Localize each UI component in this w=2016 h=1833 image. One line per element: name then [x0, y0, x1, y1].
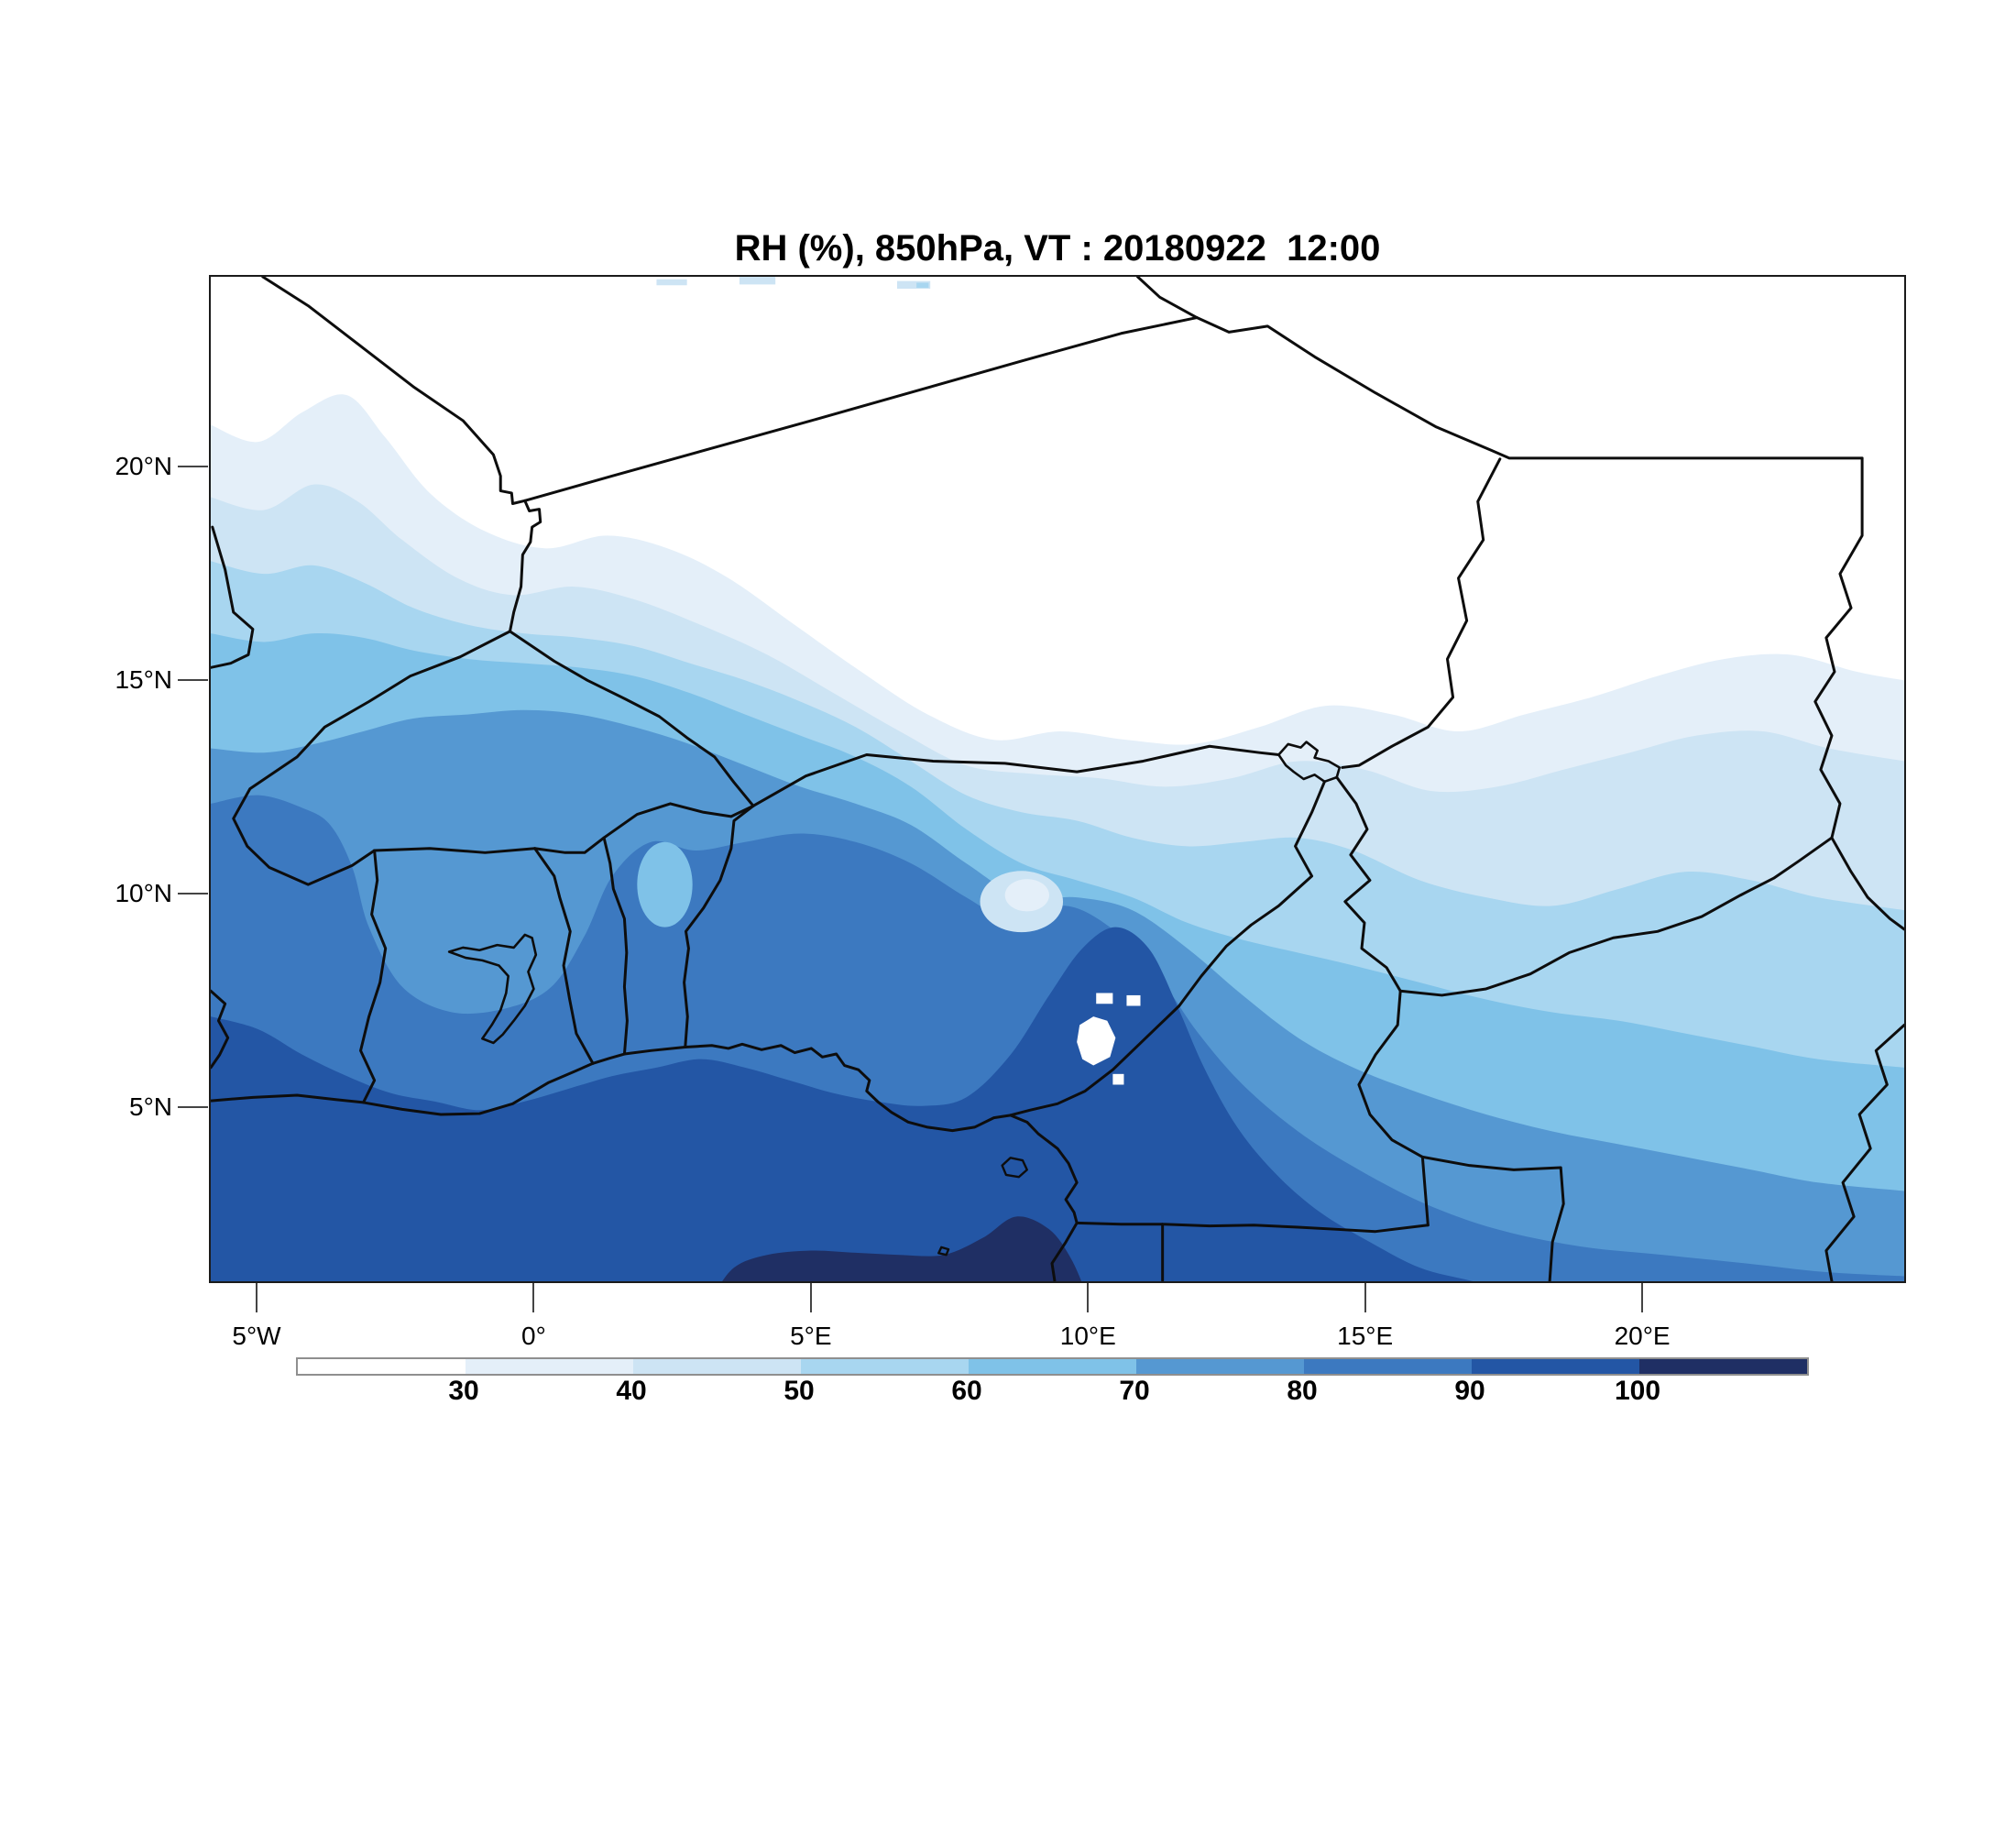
- lake-chad: [1277, 741, 1342, 784]
- niger-burkina-border: [508, 630, 755, 807]
- colorbar-segment-5: [1136, 1359, 1304, 1374]
- togo-benin-border: [602, 836, 629, 1056]
- colorbar-segment-8: [1639, 1359, 1807, 1374]
- colorbar-segment-6: [1304, 1359, 1472, 1374]
- niger-libya-chad-border: [1195, 316, 1864, 460]
- y-axis-tick: [178, 1105, 208, 1108]
- chart-title: RH (%), 850hPa, VT : 20180922 12:00: [734, 228, 1381, 269]
- chad-cameroon-border: [1335, 775, 1402, 993]
- nigeria-niger-border: [751, 744, 1280, 807]
- jos-dry-pocket-inner: [1004, 879, 1049, 912]
- cameroon-highlands-hole-4: [1112, 1073, 1124, 1085]
- benin-nigeria-border: [683, 804, 755, 1049]
- colorbar-tick-label: 30: [448, 1376, 479, 1406]
- sudan-drc-border: [1824, 1023, 1904, 1281]
- lake-volta: [447, 933, 538, 1045]
- bioko-island: [1001, 1157, 1028, 1179]
- colorbar-tick-label: 60: [951, 1376, 982, 1406]
- colorbar-tick-label: 100: [1614, 1376, 1661, 1406]
- colorbar-segment-7: [1472, 1359, 1639, 1374]
- y-axis-tick: [178, 465, 208, 467]
- contour-map-svg: [211, 277, 1904, 1281]
- colorbar-tick-label: 70: [1119, 1376, 1150, 1406]
- y-axis-tick: [178, 892, 208, 895]
- cameroon-highlands-hole-2: [1096, 993, 1113, 1004]
- y-axis-tick-label: 10°N: [115, 878, 172, 907]
- cote-divoire-west-border: [211, 989, 230, 1070]
- top-edge-speck-2: [739, 277, 776, 285]
- x-axis-tick: [532, 1283, 535, 1312]
- top-edge-speck-1: [656, 279, 687, 286]
- x-axis-tick-label: 20°E: [1614, 1322, 1671, 1350]
- mali-algeria-border: [261, 277, 542, 633]
- colorbar-segment-0: [298, 1359, 466, 1374]
- y-axis-tick-label: 20°N: [115, 451, 172, 480]
- gabon-congo-border: [1161, 1223, 1430, 1234]
- cameroon-car-border: [1357, 989, 1430, 1227]
- principe-island: [937, 1246, 950, 1257]
- x-axis-tick: [1641, 1283, 1644, 1312]
- mali-burkina-ci-border: [232, 630, 511, 886]
- x-axis-tick-label: 15°E: [1337, 1322, 1394, 1350]
- algeria-libya-border: [1136, 277, 1199, 320]
- y-axis-tick-label: 5°N: [129, 1092, 172, 1121]
- colorbar-segment-4: [969, 1359, 1136, 1374]
- benin-moist-pocket: [637, 841, 693, 927]
- x-axis-tick-label: 5°W: [232, 1322, 281, 1350]
- y-axis-tick: [178, 678, 208, 681]
- contour-band-ge-100: [722, 1216, 1082, 1281]
- burkina-ghana-togo-benin-border: [373, 802, 755, 854]
- cameroon-highlands-hole-1: [1077, 1016, 1116, 1066]
- car-congo-border: [1420, 1155, 1565, 1281]
- x-axis-tick: [1364, 1283, 1366, 1312]
- x-axis-tick-label: 5°E: [790, 1322, 832, 1350]
- x-axis-tick: [1087, 1283, 1090, 1312]
- ghana-togo-border: [533, 847, 595, 1065]
- nigeria-cameroon-border: [1009, 780, 1326, 1117]
- x-axis-tick: [256, 1283, 258, 1312]
- ghana-cote-divoire-border: [359, 849, 388, 1104]
- cameroon-eqguinea-gabon-border: [1075, 1221, 1165, 1281]
- colorbar-tick-label: 40: [616, 1376, 647, 1406]
- colorbar: [296, 1357, 1809, 1376]
- colorbar-tick-label: 50: [783, 1376, 815, 1406]
- x-axis-tick-label: 10°E: [1059, 1322, 1116, 1350]
- x-axis-tick: [809, 1283, 812, 1312]
- chad-car-border: [1398, 836, 1834, 997]
- chad-sudan-border: [1813, 456, 1904, 931]
- mali-mauritania-border: [211, 525, 255, 669]
- colorbar-segment-1: [466, 1359, 633, 1374]
- colorbar-tick-label: 90: [1454, 1376, 1485, 1406]
- niger-chad-border: [1341, 457, 1502, 769]
- contour-band-ge-90: [211, 927, 1474, 1281]
- gulf-of-guinea-coastline: [211, 1042, 1079, 1281]
- algeria-niger-border: [523, 316, 1199, 502]
- map-frame: [209, 275, 1906, 1283]
- colorbar-segment-2: [633, 1359, 801, 1374]
- y-axis-tick-label: 15°N: [115, 664, 172, 694]
- cameroon-highlands-hole-3: [1126, 994, 1141, 1006]
- top-edge-speck-4: [916, 282, 929, 289]
- x-axis-tick-label: 0°: [521, 1322, 546, 1350]
- colorbar-segment-3: [801, 1359, 969, 1374]
- colorbar-tick-label: 80: [1287, 1376, 1318, 1406]
